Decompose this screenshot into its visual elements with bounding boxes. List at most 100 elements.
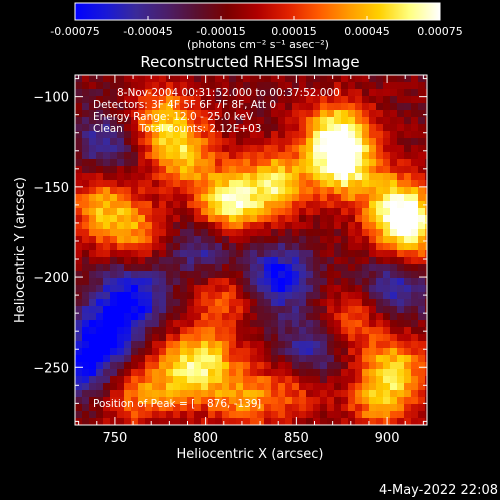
heatmap-cell [250,348,258,356]
heatmap-cell [138,96,146,104]
heatmap-cell [103,110,111,118]
heatmap-cell [187,173,195,181]
heatmap-cell [208,180,216,188]
heatmap-cell [145,145,153,153]
heatmap-cell [390,383,398,391]
heatmap-cell [96,320,104,328]
heatmap-cell [264,75,272,83]
heatmap-cell [334,82,342,90]
heatmap-cell [131,229,139,237]
heatmap-cell [124,229,132,237]
heatmap-cell [383,369,391,377]
heatmap-cell [110,250,118,258]
heatmap-cell [390,166,398,174]
heatmap-cell [103,376,111,384]
heatmap-cell [89,103,97,111]
heatmap-cell [397,159,405,167]
heatmap-cell [82,236,90,244]
heatmap-cell [187,229,195,237]
heatmap-cell [250,243,258,251]
heatmap-cell [250,320,258,328]
heatmap-cell [145,390,153,398]
heatmap-cell [425,89,427,97]
heatmap-cell [96,145,104,153]
heatmap-cell [320,306,328,314]
heatmap-cell [103,152,111,160]
heatmap-cell [103,89,111,97]
heatmap-cell [187,355,195,363]
heatmap-cell [397,257,405,265]
heatmap-cell [264,299,272,307]
heatmap-cell [194,222,202,230]
heatmap-cell [152,264,160,272]
heatmap-cell [362,334,370,342]
heatmap-cell [208,278,216,286]
heatmap-cell [103,362,111,370]
heatmap-cell [194,138,202,146]
heatmap-cell [75,89,83,97]
heatmap-cell [362,320,370,328]
heatmap-cell [180,152,188,160]
heatmap-cell [173,236,181,244]
heatmap-cell [201,383,209,391]
heatmap-cell [187,103,195,111]
heatmap-cell [194,110,202,118]
heatmap-cell [313,75,321,83]
heatmap-cell [369,215,377,223]
x-tick-label: 850 [284,431,309,446]
heatmap-cell [313,145,321,153]
heatmap-cell [376,89,384,97]
heatmap-cell [82,75,90,83]
heatmap-cell [89,327,97,335]
heatmap-cell [187,117,195,125]
heatmap-cell [187,166,195,174]
heatmap-cell [117,194,125,202]
heatmap-cell [173,194,181,202]
heatmap-cell [173,390,181,398]
heatmap-cell [166,82,174,90]
heatmap-cell [292,306,300,314]
heatmap-cell [208,173,216,181]
heatmap-cell [334,355,342,363]
heatmap-cell [229,131,237,139]
heatmap-cell [117,327,125,335]
heatmap-cell [152,285,160,293]
heatmap-cell [180,348,188,356]
heatmap-cell [411,159,419,167]
heatmap-cell [362,355,370,363]
heatmap-cell [96,236,104,244]
heatmap-cell [208,411,216,419]
heatmap-cell [278,327,286,335]
heatmap-cell [75,306,83,314]
heatmap-cell [166,306,174,314]
heatmap-cell [285,103,293,111]
heatmap-cell [369,285,377,293]
heatmap-cell [320,96,328,104]
heatmap-cell [243,124,251,132]
heatmap-cell [313,229,321,237]
heatmap-cell [278,411,286,419]
heatmap-cell [131,208,139,216]
heatmap-cell [278,173,286,181]
heatmap-cell [166,285,174,293]
heatmap-cell [75,138,83,146]
heatmap-cell [397,103,405,111]
heatmap-cell [159,299,167,307]
heatmap-cell [194,404,202,412]
heatmap-cell [390,418,398,425]
heatmap-cell [264,271,272,279]
heatmap-cell [250,117,258,125]
heatmap-cell [327,341,335,349]
heatmap-cell [411,362,419,370]
heatmap-cell [229,110,237,118]
heatmap-cell [264,201,272,209]
heatmap-cell [397,278,405,286]
heatmap-cell [159,411,167,419]
heatmap-cell [243,341,251,349]
heatmap-cell [152,292,160,300]
heatmap-cell [250,75,258,83]
heatmap-cell [257,292,265,300]
heatmap-cell [404,418,412,425]
heatmap-cell [278,313,286,321]
heatmap-cell [299,383,307,391]
